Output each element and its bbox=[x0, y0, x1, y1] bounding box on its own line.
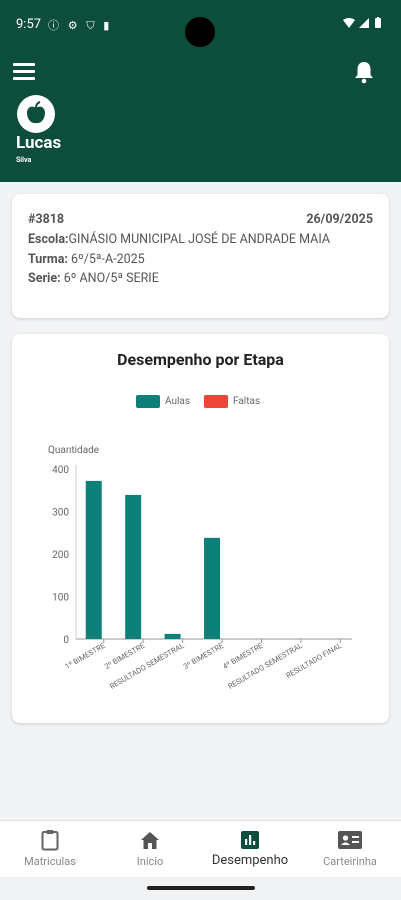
y-axis-label: Quantidade bbox=[48, 445, 99, 456]
nav-item-carteirinha[interactable]: Carteirinha bbox=[300, 821, 400, 877]
user-name: Lucas bbox=[16, 133, 62, 153]
legend-swatch-faltas bbox=[204, 395, 228, 408]
x-tick-label: 3º BIMESTRE bbox=[182, 641, 225, 671]
school-row: Escola:GINÁSIO MUNICIPAL JOSÉ DE ANDRADE… bbox=[28, 232, 330, 247]
grade-row: Serie: 6º ANO/5ª SERIE bbox=[28, 271, 159, 286]
x-tick-label: RESULTADO SEMESTRAL bbox=[108, 641, 185, 691]
y-tick-label: 400 bbox=[52, 465, 69, 476]
avatar[interactable] bbox=[17, 95, 55, 133]
id-card-icon bbox=[338, 831, 362, 849]
legend-item-aulas[interactable]: Aulas bbox=[136, 395, 190, 408]
user-surname: Silva bbox=[16, 156, 32, 164]
class-value: 6º/5ª-A-2025 bbox=[71, 252, 145, 267]
school-value: GINÁSIO MUNICIPAL JOSÉ DE ANDRADE MAIA bbox=[68, 232, 330, 247]
bell-icon[interactable] bbox=[353, 60, 375, 84]
bottom-navigation: Matriculas Início Desempenho Carteirinha bbox=[0, 820, 401, 877]
legend-item-faltas[interactable]: Faltas bbox=[204, 395, 260, 408]
wifi-signal-battery-icon bbox=[343, 17, 381, 28]
enrollment-date: 26/09/2025 bbox=[306, 212, 373, 227]
bar-aulas bbox=[164, 633, 181, 639]
nav-label-desempenho: Desempenho bbox=[211, 853, 289, 868]
app-header: 9:57 ⓘ ⚙ ⛉ ▮ Lucas Silva bbox=[0, 0, 401, 182]
performance-chart-card: Desempenho por Etapa Aulas Faltas Quanti… bbox=[12, 334, 389, 723]
apple-logo-icon bbox=[27, 101, 45, 124]
enrollment-id: #3818 bbox=[28, 212, 65, 227]
class-row: Turma: 6º/5ª-A-2025 bbox=[28, 252, 145, 267]
y-tick-label: 200 bbox=[52, 550, 69, 561]
bar-aulas bbox=[125, 494, 142, 639]
grade-label: Serie: bbox=[28, 271, 61, 286]
nav-item-matriculas[interactable]: Matriculas bbox=[0, 821, 100, 877]
status-bar: 9:57 ⓘ ⚙ ⛉ ▮ bbox=[0, 0, 401, 47]
camera-cutout bbox=[185, 17, 215, 47]
notification-icons: ⓘ ⚙ ⛉ ▮ bbox=[48, 19, 113, 32]
grade-value: 6º ANO/5ª SERIE bbox=[63, 271, 159, 286]
legend-label-faltas: Faltas bbox=[233, 396, 261, 407]
nav-label-matriculas: Matriculas bbox=[24, 855, 76, 868]
legend-label-aulas: Aulas bbox=[165, 396, 191, 407]
class-label: Turma: bbox=[28, 252, 68, 267]
bar-aulas bbox=[85, 480, 102, 639]
bar-aulas bbox=[204, 537, 221, 639]
enrollment-card[interactable]: #3818 26/09/2025 Escola:GINÁSIO MUNICIPA… bbox=[12, 194, 389, 318]
y-tick-label: 100 bbox=[52, 593, 69, 604]
legend-swatch-aulas bbox=[136, 395, 160, 408]
x-tick-label: RESULTADO SEMESTRAL bbox=[226, 641, 303, 691]
nav-item-inicio[interactable]: Início bbox=[100, 821, 200, 877]
menu-icon[interactable] bbox=[13, 63, 35, 81]
chart-title: Desempenho por Etapa bbox=[117, 350, 284, 369]
status-time: 9:57 bbox=[16, 17, 42, 32]
y-tick-label: 300 bbox=[52, 508, 69, 519]
system-status-icons bbox=[343, 17, 387, 32]
bar-chart-icon bbox=[241, 831, 259, 849]
nav-label-carteirinha: Carteirinha bbox=[323, 855, 377, 868]
clipboard-icon bbox=[41, 830, 59, 851]
nav-item-desempenho[interactable]: Desempenho bbox=[200, 821, 300, 877]
x-tick-label: 1º BIMESTRE bbox=[63, 641, 106, 671]
nav-label-inicio: Início bbox=[136, 855, 164, 868]
y-tick-label: 0 bbox=[63, 635, 69, 646]
gesture-bar[interactable] bbox=[147, 886, 255, 890]
school-label: Escola: bbox=[28, 232, 69, 247]
home-icon bbox=[141, 832, 159, 849]
